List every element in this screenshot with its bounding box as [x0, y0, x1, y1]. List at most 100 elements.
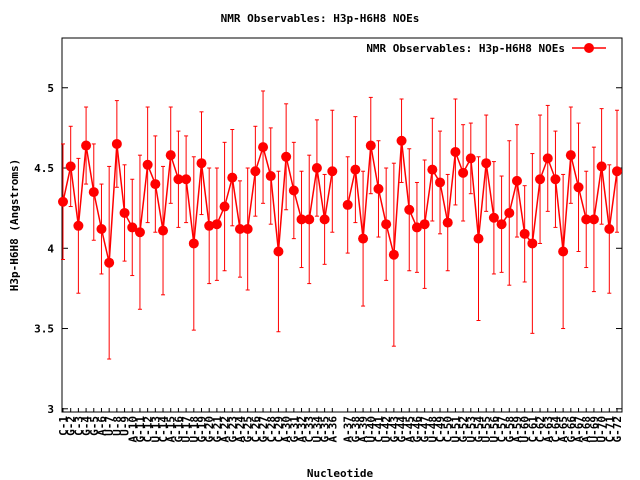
point — [119, 207, 130, 218]
series-line — [62, 143, 334, 263]
point — [227, 172, 238, 183]
x-tick-label: A-37 — [342, 416, 355, 443]
x-tick-label: C-12 — [142, 416, 155, 443]
x-tick-label: G-44 — [396, 416, 409, 443]
x-tick-label: G-43 — [388, 416, 401, 443]
point — [319, 214, 330, 225]
point — [288, 185, 299, 196]
point — [427, 164, 438, 175]
y-tick-label: 4.5 — [34, 162, 54, 175]
x-tick-label: U-56 — [488, 416, 501, 443]
x-tick-label: G-35 — [319, 416, 332, 443]
y-tick-label: 5 — [47, 82, 54, 95]
x-tick-label: G-19 — [196, 416, 209, 443]
x-tick-label: G-27 — [257, 416, 270, 443]
x-tick-label: U-13 — [149, 416, 162, 443]
x-tick-label: G-25 — [242, 416, 255, 443]
x-tick-label: A-59 — [511, 416, 524, 443]
x-tick-label: C-1 — [57, 416, 70, 436]
x-tick-label: A-68 — [580, 416, 593, 443]
x-tick-label: C-71 — [603, 416, 616, 443]
x-tick-label: C-57 — [496, 416, 509, 443]
point — [73, 220, 84, 231]
point — [381, 219, 392, 230]
point — [404, 204, 415, 215]
point — [435, 177, 446, 188]
x-tick-label: G-38 — [349, 416, 362, 443]
x-tick-label: C-49 — [434, 416, 447, 443]
x-tick-label: G-2 — [65, 416, 78, 436]
legend-label: NMR Observables: H3p-H6H8 NOEs — [366, 42, 565, 55]
point — [596, 161, 607, 172]
x-tick-label: A-10 — [126, 416, 139, 443]
x-tick-label: G-31 — [288, 416, 301, 443]
point — [612, 166, 622, 177]
x-tick-label: A-39 — [357, 416, 370, 443]
point — [65, 161, 76, 172]
point — [342, 199, 353, 210]
x-tick-label: A-36 — [326, 416, 339, 443]
point — [158, 225, 169, 236]
point — [527, 238, 538, 249]
point — [281, 151, 292, 162]
point — [127, 222, 138, 233]
x-tick-label: A-30 — [280, 416, 293, 443]
x-tick-label: C-50 — [442, 416, 455, 443]
x-tick-label: A-15 — [165, 416, 178, 443]
point — [550, 174, 561, 185]
point — [265, 171, 276, 182]
point — [104, 257, 115, 268]
point — [58, 196, 68, 207]
x-tick-label: C-28 — [265, 416, 278, 443]
x-tick-label: A-32 — [296, 416, 309, 443]
point — [573, 182, 584, 193]
point — [211, 219, 222, 230]
point — [96, 224, 107, 235]
x-tick-label: G-66 — [565, 416, 578, 443]
x-tick-label: U-69 — [588, 416, 601, 443]
x-tick-label: G-16 — [172, 416, 185, 443]
point — [604, 224, 615, 235]
point — [419, 219, 430, 230]
x-tick-label: C-41 — [372, 416, 385, 443]
x-tick-label: A-45 — [403, 416, 416, 443]
point — [150, 179, 161, 190]
x-tick-label: G-46 — [411, 416, 424, 443]
x-tick-label: C-3 — [72, 416, 85, 436]
point — [296, 214, 307, 225]
point — [535, 174, 546, 185]
x-tick-label: U-8 — [111, 416, 124, 436]
point — [588, 214, 599, 225]
point — [188, 238, 199, 249]
point — [373, 183, 384, 194]
y-tick-label: 4 — [47, 242, 54, 255]
point — [234, 224, 245, 235]
point — [219, 201, 230, 212]
y-axis-label: H3p-H6H8 (Angstroms) — [8, 159, 21, 291]
point — [304, 214, 315, 225]
point — [511, 175, 522, 186]
x-tick-label: U-55 — [480, 416, 493, 443]
point — [442, 217, 453, 228]
x-tick-label: U-34 — [311, 416, 324, 443]
x-tick-label: G-21 — [211, 416, 224, 443]
point — [458, 167, 469, 178]
point — [181, 174, 192, 185]
point — [504, 207, 515, 218]
point — [250, 166, 261, 177]
x-axis-label: Nucleotide — [307, 467, 374, 480]
point — [350, 164, 361, 175]
x-tick-label: A-65 — [557, 416, 570, 443]
point — [311, 163, 322, 174]
x-tick-label: A-67 — [573, 416, 586, 443]
point — [242, 224, 253, 235]
x-tick-label: A-63 — [542, 416, 555, 443]
x-tick-label: U-60 — [519, 416, 532, 443]
series-line — [346, 140, 618, 255]
x-tick-label: A-24 — [234, 416, 247, 443]
x-tick-label: U-18 — [188, 416, 201, 443]
x-tick-label: U-9 — [119, 416, 132, 436]
y-tick-label: 3 — [47, 403, 54, 416]
x-tick-label: G-23 — [226, 416, 239, 443]
